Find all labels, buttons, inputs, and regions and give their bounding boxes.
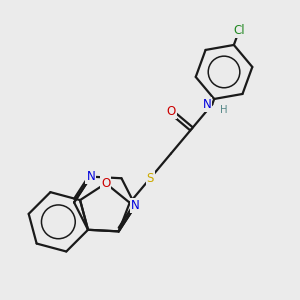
Text: Cl: Cl [233,25,245,38]
Text: N: N [86,170,95,183]
Text: S: S [147,172,154,184]
Text: O: O [101,177,110,190]
Text: N: N [131,199,140,212]
Text: H: H [220,105,227,115]
Text: O: O [167,105,176,118]
Text: N: N [202,98,211,111]
